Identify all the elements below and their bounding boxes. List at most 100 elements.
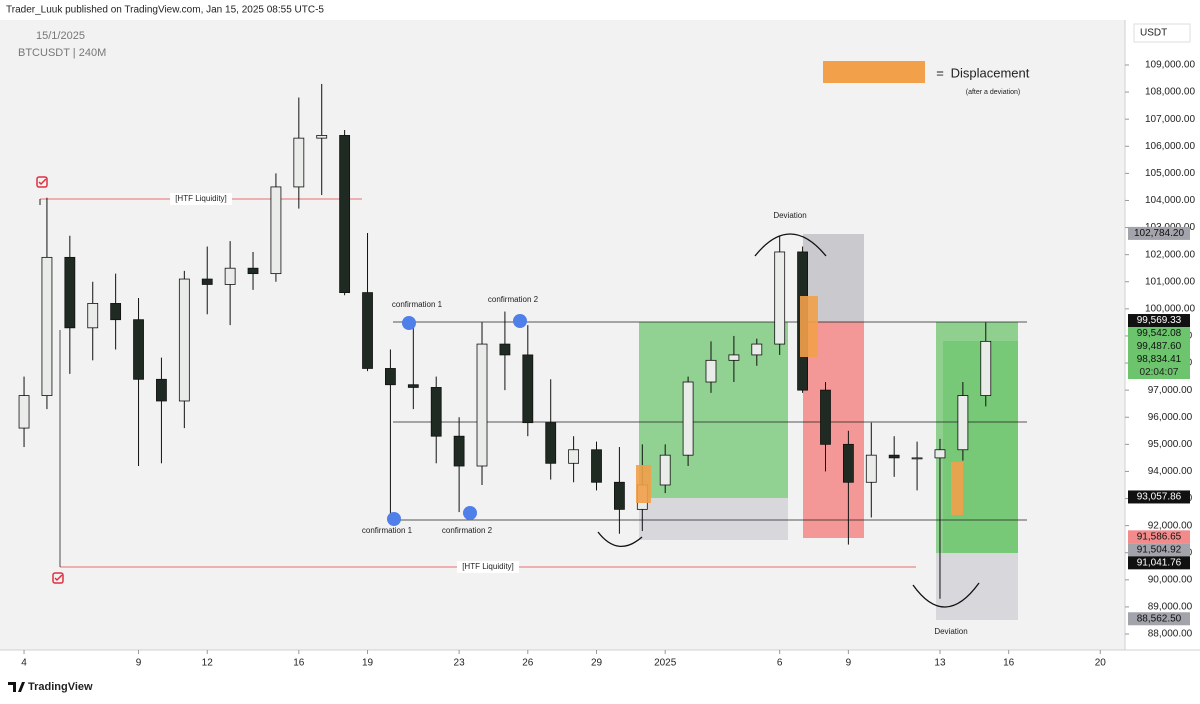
y-tick-label: 90,000.00 <box>1148 574 1193 585</box>
price-tag <box>1128 340 1190 354</box>
y-tick-label: 97,000.00 <box>1148 385 1193 396</box>
countdown-tag <box>1128 366 1190 380</box>
price-tag-label: 88,562.50 <box>1137 613 1182 624</box>
price-tag-label: 102,784.20 <box>1134 228 1184 239</box>
candle-body <box>64 256 76 329</box>
candle-body <box>614 481 625 510</box>
candle-body <box>705 359 717 383</box>
candle-body <box>545 422 557 464</box>
candle-body <box>407 384 419 388</box>
y-tick-label: 108,000.00 <box>1145 87 1195 98</box>
y-tick-label: 106,000.00 <box>1145 141 1195 152</box>
candle-body <box>178 278 190 402</box>
confirmation-dot <box>387 512 401 526</box>
y-tick-label: 109,000.00 <box>1145 60 1195 71</box>
x-tick-label: 13 <box>934 658 946 669</box>
candle-body <box>591 449 602 483</box>
confirmation-label: confirmation 2 <box>442 526 493 535</box>
deviation-label: Deviation <box>773 211 806 220</box>
countdown: 02:04:07 <box>1140 367 1179 378</box>
price-tag-label: 98,834.41 <box>1137 354 1182 365</box>
candle-body <box>728 354 740 361</box>
confirmation-label: confirmation 2 <box>488 295 539 304</box>
y-tick-label: 95,000.00 <box>1148 439 1193 450</box>
y-tick-label: 89,000.00 <box>1148 602 1193 613</box>
displacement <box>951 462 963 515</box>
header: Trader_Luuk published on TradingView.com… <box>6 5 324 16</box>
x-tick-label: 12 <box>202 658 214 669</box>
candle-body <box>41 256 53 396</box>
currency-box <box>1133 23 1191 43</box>
legend-equals: = <box>936 65 944 80</box>
x-tick-label: 26 <box>522 658 534 669</box>
label-bg <box>457 561 519 573</box>
y-tick-label: 92,000.00 <box>1148 520 1193 531</box>
candle-body <box>385 368 396 386</box>
candle-body <box>110 303 122 321</box>
profit-zone <box>803 322 864 538</box>
candle-body <box>934 449 946 459</box>
candle-body <box>430 387 442 437</box>
confirmation-dot <box>513 314 527 328</box>
currency: USDT <box>1140 28 1167 39</box>
candle-body <box>316 135 328 139</box>
x-tick-label: 2025 <box>654 658 677 669</box>
confirmation-dot <box>402 316 416 330</box>
check-icon <box>52 572 64 584</box>
y-tick-label: 101,000.00 <box>1145 276 1195 287</box>
candle-body <box>865 454 877 483</box>
price-tag <box>1128 612 1190 626</box>
price-tag-label: 91,041.76 <box>1137 557 1182 568</box>
y-tick-label: 94,000.00 <box>1148 466 1193 477</box>
price-tag <box>1128 327 1190 341</box>
candle-body <box>842 443 854 483</box>
price-tag-label: 99,569.33 <box>1137 315 1182 326</box>
candle-body <box>980 340 992 396</box>
candle-body <box>751 343 763 356</box>
chart-date: 15/1/2025 <box>36 30 85 42</box>
confirmation-label: confirmation 1 <box>392 300 443 309</box>
candle-body <box>820 389 831 445</box>
x-tick-label: 16 <box>1003 658 1015 669</box>
confirmation-dot <box>463 506 477 520</box>
htf-label: [HTF Liquidity] <box>462 562 514 571</box>
candle-body <box>568 449 580 464</box>
candle-body <box>522 354 534 424</box>
price-tag <box>1128 490 1190 504</box>
candle-body <box>888 454 900 459</box>
y-tick-label: 100,000.00 <box>1145 303 1195 314</box>
y-tick-label: 102,000.00 <box>1145 249 1195 260</box>
legend-label: Displacement <box>951 65 1030 80</box>
price-tag <box>1128 556 1190 570</box>
x-tick-label: 4 <box>21 658 27 669</box>
confirmation-label: confirmation 1 <box>362 526 413 535</box>
candle-body <box>224 267 236 285</box>
x-tick-label: 23 <box>454 658 466 669</box>
logo <box>8 682 25 692</box>
y-tick-label: 88,000.00 <box>1148 629 1193 640</box>
candles <box>18 83 992 599</box>
risk-zone <box>639 498 788 540</box>
candle-body <box>682 381 694 456</box>
displacement <box>636 465 651 503</box>
price-tag-label: 93,057.86 <box>1137 492 1182 503</box>
candle-body <box>362 292 373 369</box>
candle-body <box>339 135 351 293</box>
price-tag-label: 99,487.60 <box>1137 341 1182 352</box>
candle-body <box>201 278 213 285</box>
candle-body <box>293 137 305 188</box>
sweep-arc <box>597 531 643 547</box>
deviation-arc <box>912 582 980 608</box>
candle-body <box>18 395 30 429</box>
check-icon <box>36 176 48 188</box>
deviation-arc <box>754 233 827 257</box>
x-tick-label: 19 <box>362 658 374 669</box>
htf-label: [HTF Liquidity] <box>175 194 227 203</box>
legend-note: (after a deviation) <box>966 89 1020 96</box>
footer-brand: TradingView <box>28 681 93 693</box>
candle-body <box>247 267 259 275</box>
displacement <box>800 296 818 357</box>
candle-body <box>476 343 488 467</box>
candle-body <box>659 454 671 486</box>
